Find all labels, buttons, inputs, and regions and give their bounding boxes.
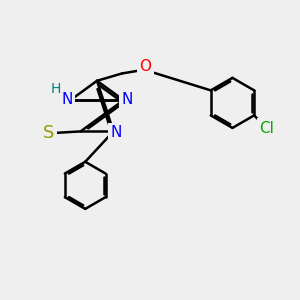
Text: N: N (110, 125, 122, 140)
Text: H: H (50, 82, 61, 96)
Text: O: O (140, 59, 152, 74)
Text: N: N (122, 92, 133, 107)
Text: Cl: Cl (259, 121, 274, 136)
Text: S: S (44, 124, 55, 142)
Text: N: N (61, 92, 73, 107)
